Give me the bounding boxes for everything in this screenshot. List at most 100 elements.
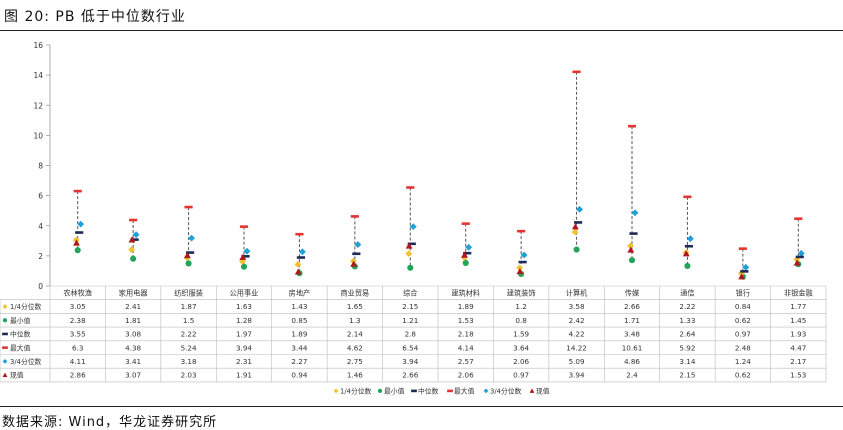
- point-4: [410, 223, 417, 230]
- point-3: [628, 125, 636, 128]
- cell-value: 2.48: [735, 343, 751, 352]
- cell-value: 2.66: [402, 371, 418, 380]
- cell-value: 3.94: [569, 371, 585, 380]
- cell-value: 1.2: [515, 302, 526, 311]
- legend-marker: [334, 389, 339, 394]
- title-rule: [0, 30, 843, 31]
- category-label: 农林牧渔: [63, 289, 92, 298]
- cell-value: 5.09: [569, 357, 585, 366]
- cell-value: 1.59: [513, 330, 529, 339]
- y-tick-label: 6: [38, 192, 43, 201]
- cell-value: 0.97: [513, 371, 529, 380]
- point-4: [521, 252, 528, 259]
- point-5: [572, 223, 579, 229]
- cell-value: 1.24: [735, 357, 751, 366]
- data-markers: [73, 71, 805, 280]
- row-label: 最小值: [10, 316, 31, 325]
- cell-value: 3.18: [181, 357, 197, 366]
- cell-value: 2.18: [458, 330, 474, 339]
- point-3: [739, 247, 747, 250]
- y-tick-label: 10: [33, 131, 43, 140]
- cell-value: 2.75: [347, 357, 363, 366]
- cell-value: 0.97: [735, 330, 751, 339]
- row-marker: [3, 359, 8, 364]
- point-4: [133, 231, 140, 238]
- cell-value: 3.08: [125, 330, 141, 339]
- cell-value: 0.62: [735, 316, 751, 325]
- point-3: [572, 71, 580, 74]
- legend-label: 中位数: [418, 387, 439, 396]
- category-label: 传媒: [625, 289, 639, 298]
- point-0: [128, 246, 135, 253]
- row-marker: [3, 373, 8, 377]
- cell-value: 2.22: [679, 302, 695, 311]
- cell-value: 3.64: [513, 343, 529, 352]
- y-tick-label: 16: [33, 41, 43, 50]
- point-4: [299, 248, 306, 255]
- point-3: [74, 190, 82, 193]
- point-1: [186, 260, 192, 266]
- cell-value: 1.93: [790, 330, 806, 339]
- point-0: [405, 250, 412, 257]
- cell-value: 1.5: [183, 316, 194, 325]
- cell-value: 5.92: [679, 343, 695, 352]
- point-2: [75, 231, 83, 234]
- point-2: [629, 232, 637, 235]
- cell-value: 0.62: [735, 371, 751, 380]
- point-3: [184, 206, 192, 209]
- cell-value: 4.47: [790, 343, 806, 352]
- cell-value: 2.06: [458, 371, 474, 380]
- cell-value: 2.14: [347, 330, 363, 339]
- cell-value: 4.86: [624, 357, 640, 366]
- cell-value: 1.28: [236, 316, 252, 325]
- point-2: [519, 261, 527, 264]
- point-3: [351, 215, 359, 218]
- row-label: 最大值: [10, 343, 31, 352]
- cell-value: 1.97: [236, 330, 252, 339]
- y-axis: 0 2 4 6 8 10 12 14 16: [33, 41, 50, 291]
- point-2: [740, 270, 748, 273]
- figure-title: 图 20: PB 低于中位数行业: [4, 6, 186, 26]
- cell-value: 3.48: [624, 330, 640, 339]
- legend-label: 1/4分位数: [340, 387, 372, 396]
- legend-label: 3/4分位数: [490, 387, 522, 396]
- point-1: [130, 256, 136, 262]
- category-label: 建筑装饰: [507, 289, 536, 298]
- category-label: 家用电器: [119, 289, 148, 298]
- cell-value: 1.71: [624, 316, 640, 325]
- point-3: [462, 222, 470, 225]
- cell-value: 2.27: [291, 357, 307, 366]
- point-1: [574, 246, 580, 252]
- legend-marker: [411, 390, 417, 393]
- category-label: 房地产: [289, 289, 311, 298]
- point-4: [742, 264, 749, 271]
- y-tick-label: 8: [38, 162, 43, 171]
- y-tick-label: 14: [33, 71, 43, 80]
- legend-label: 最小值: [384, 387, 405, 396]
- cell-value: 2.42: [569, 316, 585, 325]
- cell-value: 6.3: [72, 343, 83, 352]
- cell-value: 2.64: [679, 330, 695, 339]
- point-3: [683, 196, 691, 199]
- cell-value: 3.14: [679, 357, 695, 366]
- category-label: 公用事业: [230, 289, 259, 298]
- point-3: [794, 217, 802, 220]
- cell-value: 3.07: [125, 371, 141, 380]
- cell-value: 1.89: [291, 330, 307, 339]
- cell-value: 4.11: [70, 357, 86, 366]
- point-4: [188, 235, 195, 242]
- row-label: 3/4分位数: [10, 357, 42, 366]
- category-label: 建筑材料: [451, 289, 480, 298]
- point-2: [352, 252, 360, 255]
- row-label: 1/4分位数: [10, 302, 42, 311]
- row-label: 中位数: [10, 330, 31, 339]
- cell-value: 2.8: [405, 330, 417, 339]
- legend-marker: [447, 390, 453, 393]
- cell-value: 0.8: [515, 316, 527, 325]
- cell-value: 10.61: [622, 343, 643, 352]
- cell-value: 1.45: [790, 316, 806, 325]
- cell-value: 2.38: [70, 316, 86, 325]
- cell-value: 1.46: [347, 371, 363, 380]
- cell-value: 2.66: [624, 302, 640, 311]
- cell-value: 4.14: [458, 343, 474, 352]
